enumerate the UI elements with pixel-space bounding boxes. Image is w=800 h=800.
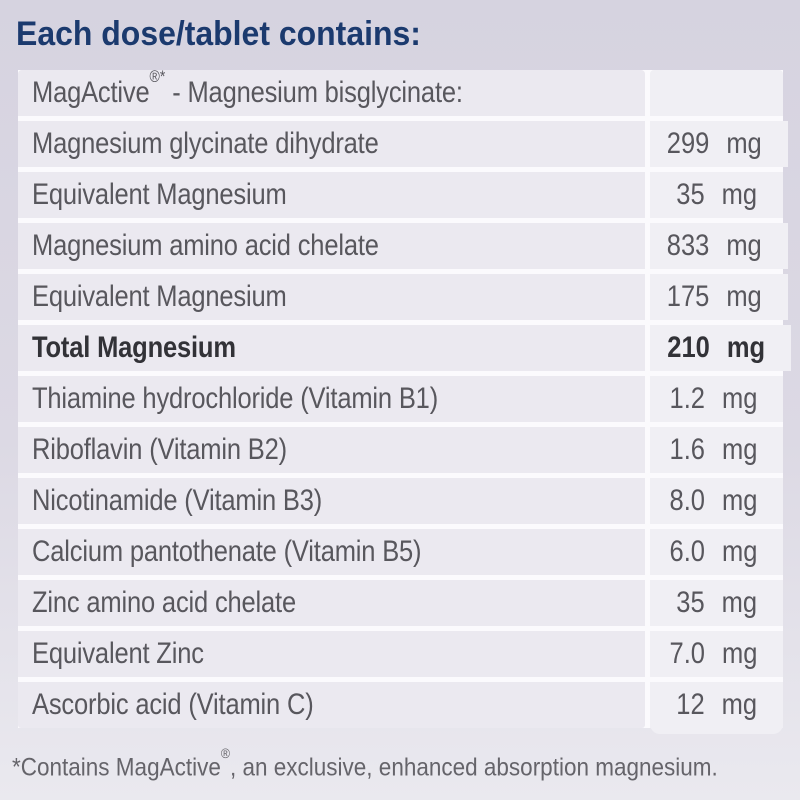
supplement-table: MagActive®* - Magnesium bisglycinate: Ma… xyxy=(18,70,792,734)
page-title: Each dose/tablet contains: xyxy=(16,14,447,54)
ingredient-label: Calcium pantothenate (Vitamin B5) xyxy=(18,529,645,575)
amount-value: 35 xyxy=(676,178,705,211)
table-row-total: Total Magnesium 210 mg xyxy=(18,325,792,371)
amount-cell xyxy=(650,70,783,116)
table-row: Thiamine hydrochloride (Vitamin B1) 1.2 … xyxy=(18,376,783,422)
table-row: Equivalent Zinc 7.0 mg xyxy=(18,631,783,677)
ingredient-label-text: Equivalent Magnesium xyxy=(32,280,287,313)
ingredient-label: Zinc amino acid chelate xyxy=(18,580,645,626)
amount-cell: 833 mg xyxy=(650,223,788,269)
ingredient-label-text: MagActive®* - Magnesium bisglycinate: xyxy=(32,70,463,110)
registered-trademark-sup: ® xyxy=(220,746,230,762)
amount-cell: 35 mg xyxy=(650,580,783,626)
amount-value: 833 xyxy=(666,229,710,262)
amount-cell: 1.6 mg xyxy=(650,427,783,473)
ingredient-label-text: Zinc amino acid chelate xyxy=(32,586,296,619)
amount-unit: mg xyxy=(726,127,762,160)
ingredient-label: Equivalent Magnesium xyxy=(18,172,645,218)
table-row: Ascorbic acid (Vitamin C) 12 mg xyxy=(18,682,783,734)
amount-value: 12 xyxy=(676,688,705,721)
amount-unit: mg xyxy=(726,280,762,313)
amount-value: 299 xyxy=(666,127,710,160)
page-title-text: Each dose/tablet contains: xyxy=(16,15,421,53)
ingredient-label-text: Equivalent Magnesium xyxy=(32,178,287,211)
ingredient-label: Magnesium glycinate dihydrate xyxy=(18,121,645,167)
ingredient-label: Total Magnesium xyxy=(18,325,645,371)
ingredient-label-text: Magnesium glycinate dihydrate xyxy=(32,127,379,160)
amount-cell: 299 mg xyxy=(650,121,788,167)
table-row: MagActive®* - Magnesium bisglycinate: xyxy=(18,70,783,116)
ingredient-label-text: Riboflavin (Vitamin B2) xyxy=(32,433,287,466)
table-row: Equivalent Magnesium 35 mg xyxy=(18,172,783,218)
ingredient-label-text: Magnesium amino acid chelate xyxy=(32,229,379,262)
amount-cell: 1.2 mg xyxy=(650,376,783,422)
amount-value: 210 xyxy=(667,331,710,364)
amount-value: 35 xyxy=(676,586,705,619)
amount-cell: 12 mg xyxy=(650,682,783,734)
amount-cell: 210 mg xyxy=(650,325,792,371)
ingredient-label: Ascorbic acid (Vitamin C) xyxy=(18,682,645,728)
ingredient-label: Equivalent Zinc xyxy=(18,631,645,677)
amount-unit: mg xyxy=(721,433,757,466)
table-row: Magnesium glycinate dihydrate 299 mg xyxy=(18,121,788,167)
ingredient-label: Riboflavin (Vitamin B2) xyxy=(18,427,645,473)
ingredient-label: Nicotinamide (Vitamin B3) xyxy=(18,478,645,524)
footnote: *Contains MagActive®, an exclusive, enha… xyxy=(12,746,798,783)
amount-cell: 6.0 mg xyxy=(650,529,783,575)
ingredient-label-text: Ascorbic acid (Vitamin C) xyxy=(32,688,314,721)
amount-value: 1.2 xyxy=(669,382,705,415)
amount-unit: mg xyxy=(721,688,757,721)
table-row: Zinc amino acid chelate 35 mg xyxy=(18,580,783,626)
amount-cell: 35 mg xyxy=(650,172,783,218)
ingredient-label: Equivalent Magnesium xyxy=(18,274,645,320)
amount-unit: mg xyxy=(721,586,757,619)
amount-unit: mg xyxy=(721,382,757,415)
amount-cell: 8.0 mg xyxy=(650,478,783,524)
amount-unit: mg xyxy=(721,484,757,517)
amount-unit: mg xyxy=(726,229,762,262)
ingredient-label-text: Nicotinamide (Vitamin B3) xyxy=(32,484,323,517)
table-row: Calcium pantothenate (Vitamin B5) 6.0 mg xyxy=(18,529,783,575)
registered-trademark-sup: ®* xyxy=(149,70,166,86)
amount-cell: 7.0 mg xyxy=(650,631,783,677)
footnote-text: *Contains MagActive®, an exclusive, enha… xyxy=(12,746,718,782)
amount-unit: mg xyxy=(726,331,766,364)
amount-unit: mg xyxy=(721,178,757,211)
amount-unit: mg xyxy=(721,637,757,670)
table-row: Equivalent Magnesium 175 mg xyxy=(18,274,788,320)
amount-value: 7.0 xyxy=(669,637,705,670)
amount-value: 8.0 xyxy=(669,484,705,517)
ingredient-label: Magnesium amino acid chelate xyxy=(18,223,645,269)
amount-cell: 175 mg xyxy=(650,274,788,320)
ingredient-label-text: Total Magnesium xyxy=(32,331,236,364)
ingredient-label-text: Equivalent Zinc xyxy=(32,637,204,670)
amount-value: 175 xyxy=(666,280,710,313)
amount-value: 6.0 xyxy=(669,535,705,568)
ingredient-label: Thiamine hydrochloride (Vitamin B1) xyxy=(18,376,645,422)
ingredient-label-text: Calcium pantothenate (Vitamin B5) xyxy=(32,535,422,568)
table-row: Riboflavin (Vitamin B2) 1.6 mg xyxy=(18,427,783,473)
ingredient-label-text: Thiamine hydrochloride (Vitamin B1) xyxy=(32,382,439,415)
amount-unit: mg xyxy=(721,535,757,568)
table-row: Magnesium amino acid chelate 833 mg xyxy=(18,223,788,269)
ingredient-label: MagActive®* - Magnesium bisglycinate: xyxy=(18,70,645,116)
amount-value: 1.6 xyxy=(669,433,705,466)
table-row: Nicotinamide (Vitamin B3) 8.0 mg xyxy=(18,478,783,524)
